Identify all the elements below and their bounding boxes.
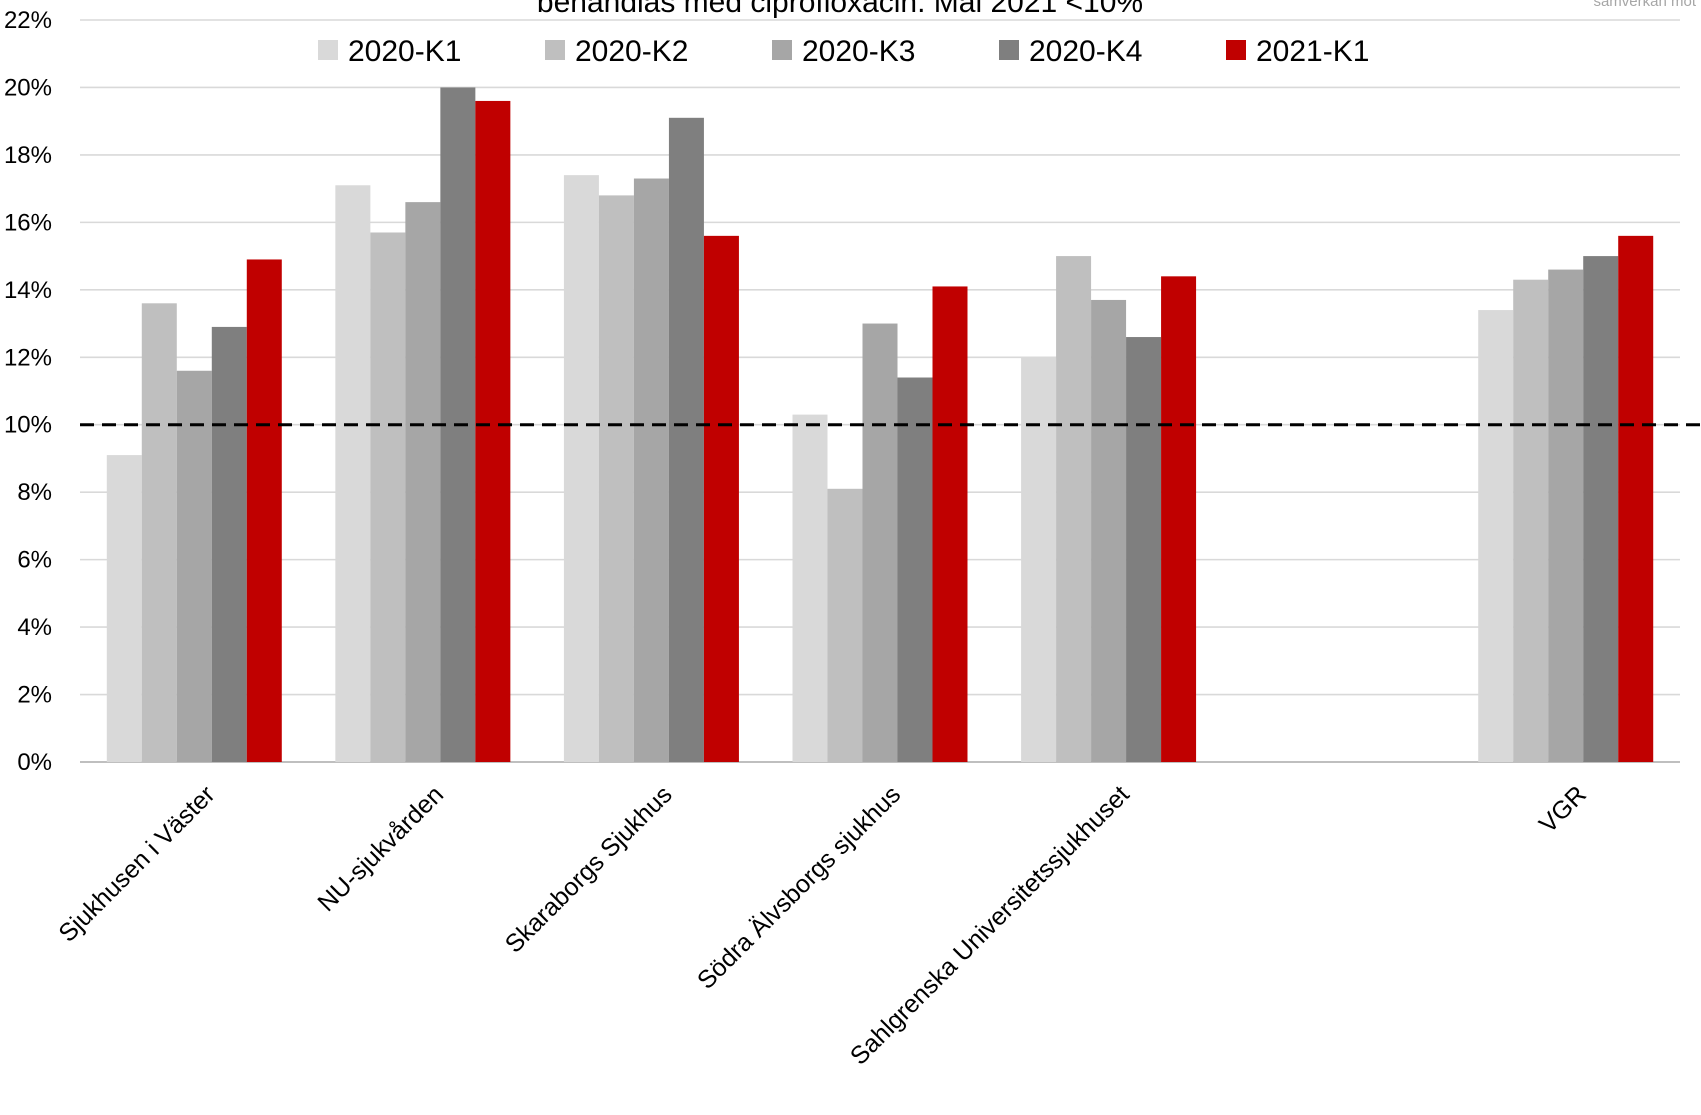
- bar-2020-k1: [563, 175, 599, 763]
- bar-2020-k4: [897, 377, 933, 762]
- y-tick-label: 20%: [4, 74, 52, 101]
- bar-2020-k2: [141, 303, 177, 762]
- bar-2020-k3: [862, 323, 898, 762]
- bars: [106, 87, 1654, 763]
- bar-2020-k3: [405, 202, 441, 763]
- bar-2020-k1: [1478, 310, 1514, 762]
- bar-2021-k1: [703, 235, 739, 762]
- x-axis-category-labels: Sjukhusen i Väster NU-sjukvården Skaraborg…: [53, 780, 1592, 1070]
- y-tick-label: 0%: [17, 749, 52, 776]
- bar-2020-k4: [1126, 337, 1162, 762]
- bar-2020-k3: [176, 370, 212, 762]
- bar-2020-k1: [1021, 357, 1057, 762]
- y-tick-label: 10%: [4, 412, 52, 439]
- bar-2020-k4: [211, 326, 247, 762]
- bar-2021-k1: [475, 100, 511, 763]
- bar-2021-k1: [1618, 235, 1654, 762]
- bar-2020-k2: [1513, 279, 1549, 762]
- y-tick-label: 14%: [4, 277, 52, 304]
- y-tick-label: 22%: [4, 7, 52, 34]
- legend-label: 2020-K2: [575, 35, 688, 68]
- legend-swatch-2020-k1: [318, 40, 338, 60]
- legend-swatch-2020-k2: [545, 40, 565, 60]
- bar-2020-k2: [827, 488, 863, 762]
- y-tick-label: 18%: [4, 142, 52, 169]
- bar-2020-k4: [1583, 256, 1619, 762]
- legend-swatch-2021-k1: [1226, 40, 1246, 60]
- legend-label: 2021-K1: [1256, 35, 1369, 68]
- category-label: Sjukhusen i Väster: [53, 780, 220, 947]
- legend-label: 2020-K1: [348, 35, 461, 68]
- bar-2020-k1: [792, 414, 828, 762]
- y-tick-label: 12%: [4, 344, 52, 371]
- bar-2020-k2: [598, 195, 634, 762]
- y-tick-label: 8%: [17, 479, 52, 506]
- bar-2021-k1: [1161, 276, 1197, 762]
- y-tick-label: 2%: [17, 682, 52, 709]
- category-label: VGR: [1534, 780, 1592, 838]
- bar-2020-k2: [1056, 256, 1092, 762]
- legend: 2020-K1 2020-K2 2020-K3 2020-K4 2021-K1: [318, 35, 1369, 68]
- legend-swatch-2020-k3: [772, 40, 792, 60]
- bar-2021-k1: [932, 286, 968, 762]
- bar-2020-k4: [668, 117, 704, 763]
- chart-title: behandlas med ciprofloxacin. Mål 2021 <1…: [537, 0, 1143, 19]
- bar-2020-k1: [335, 185, 371, 762]
- y-tick-label: 16%: [4, 209, 52, 236]
- bar-2020-k2: [370, 232, 406, 762]
- y-tick-label: 4%: [17, 614, 52, 641]
- bar-2020-k3: [633, 178, 669, 762]
- category-label: NU-sjukvården: [312, 780, 449, 917]
- corner-source-text: samverkan mot: [1593, 0, 1696, 10]
- legend-label: 2020-K3: [802, 35, 915, 68]
- category-label: Sahlgrenska Universitetssjukhuset: [845, 780, 1135, 1070]
- bar-2021-k1: [246, 259, 282, 762]
- bar-2020-k1: [106, 455, 142, 762]
- bar-2020-k3: [1091, 299, 1127, 762]
- legend-label: 2020-K4: [1029, 35, 1142, 68]
- bar-2020-k3: [1548, 269, 1584, 762]
- legend-swatch-2020-k4: [999, 40, 1019, 60]
- y-axis-tick-labels: 0% 2% 4% 6% 8% 10% 12% 14% 16% 18% 20% 22%: [4, 7, 52, 776]
- category-label: Södra Älvsborgs sjukhus: [692, 780, 906, 994]
- category-label: Skaraborgs Sjukhus: [500, 780, 678, 958]
- y-tick-label: 6%: [17, 547, 52, 574]
